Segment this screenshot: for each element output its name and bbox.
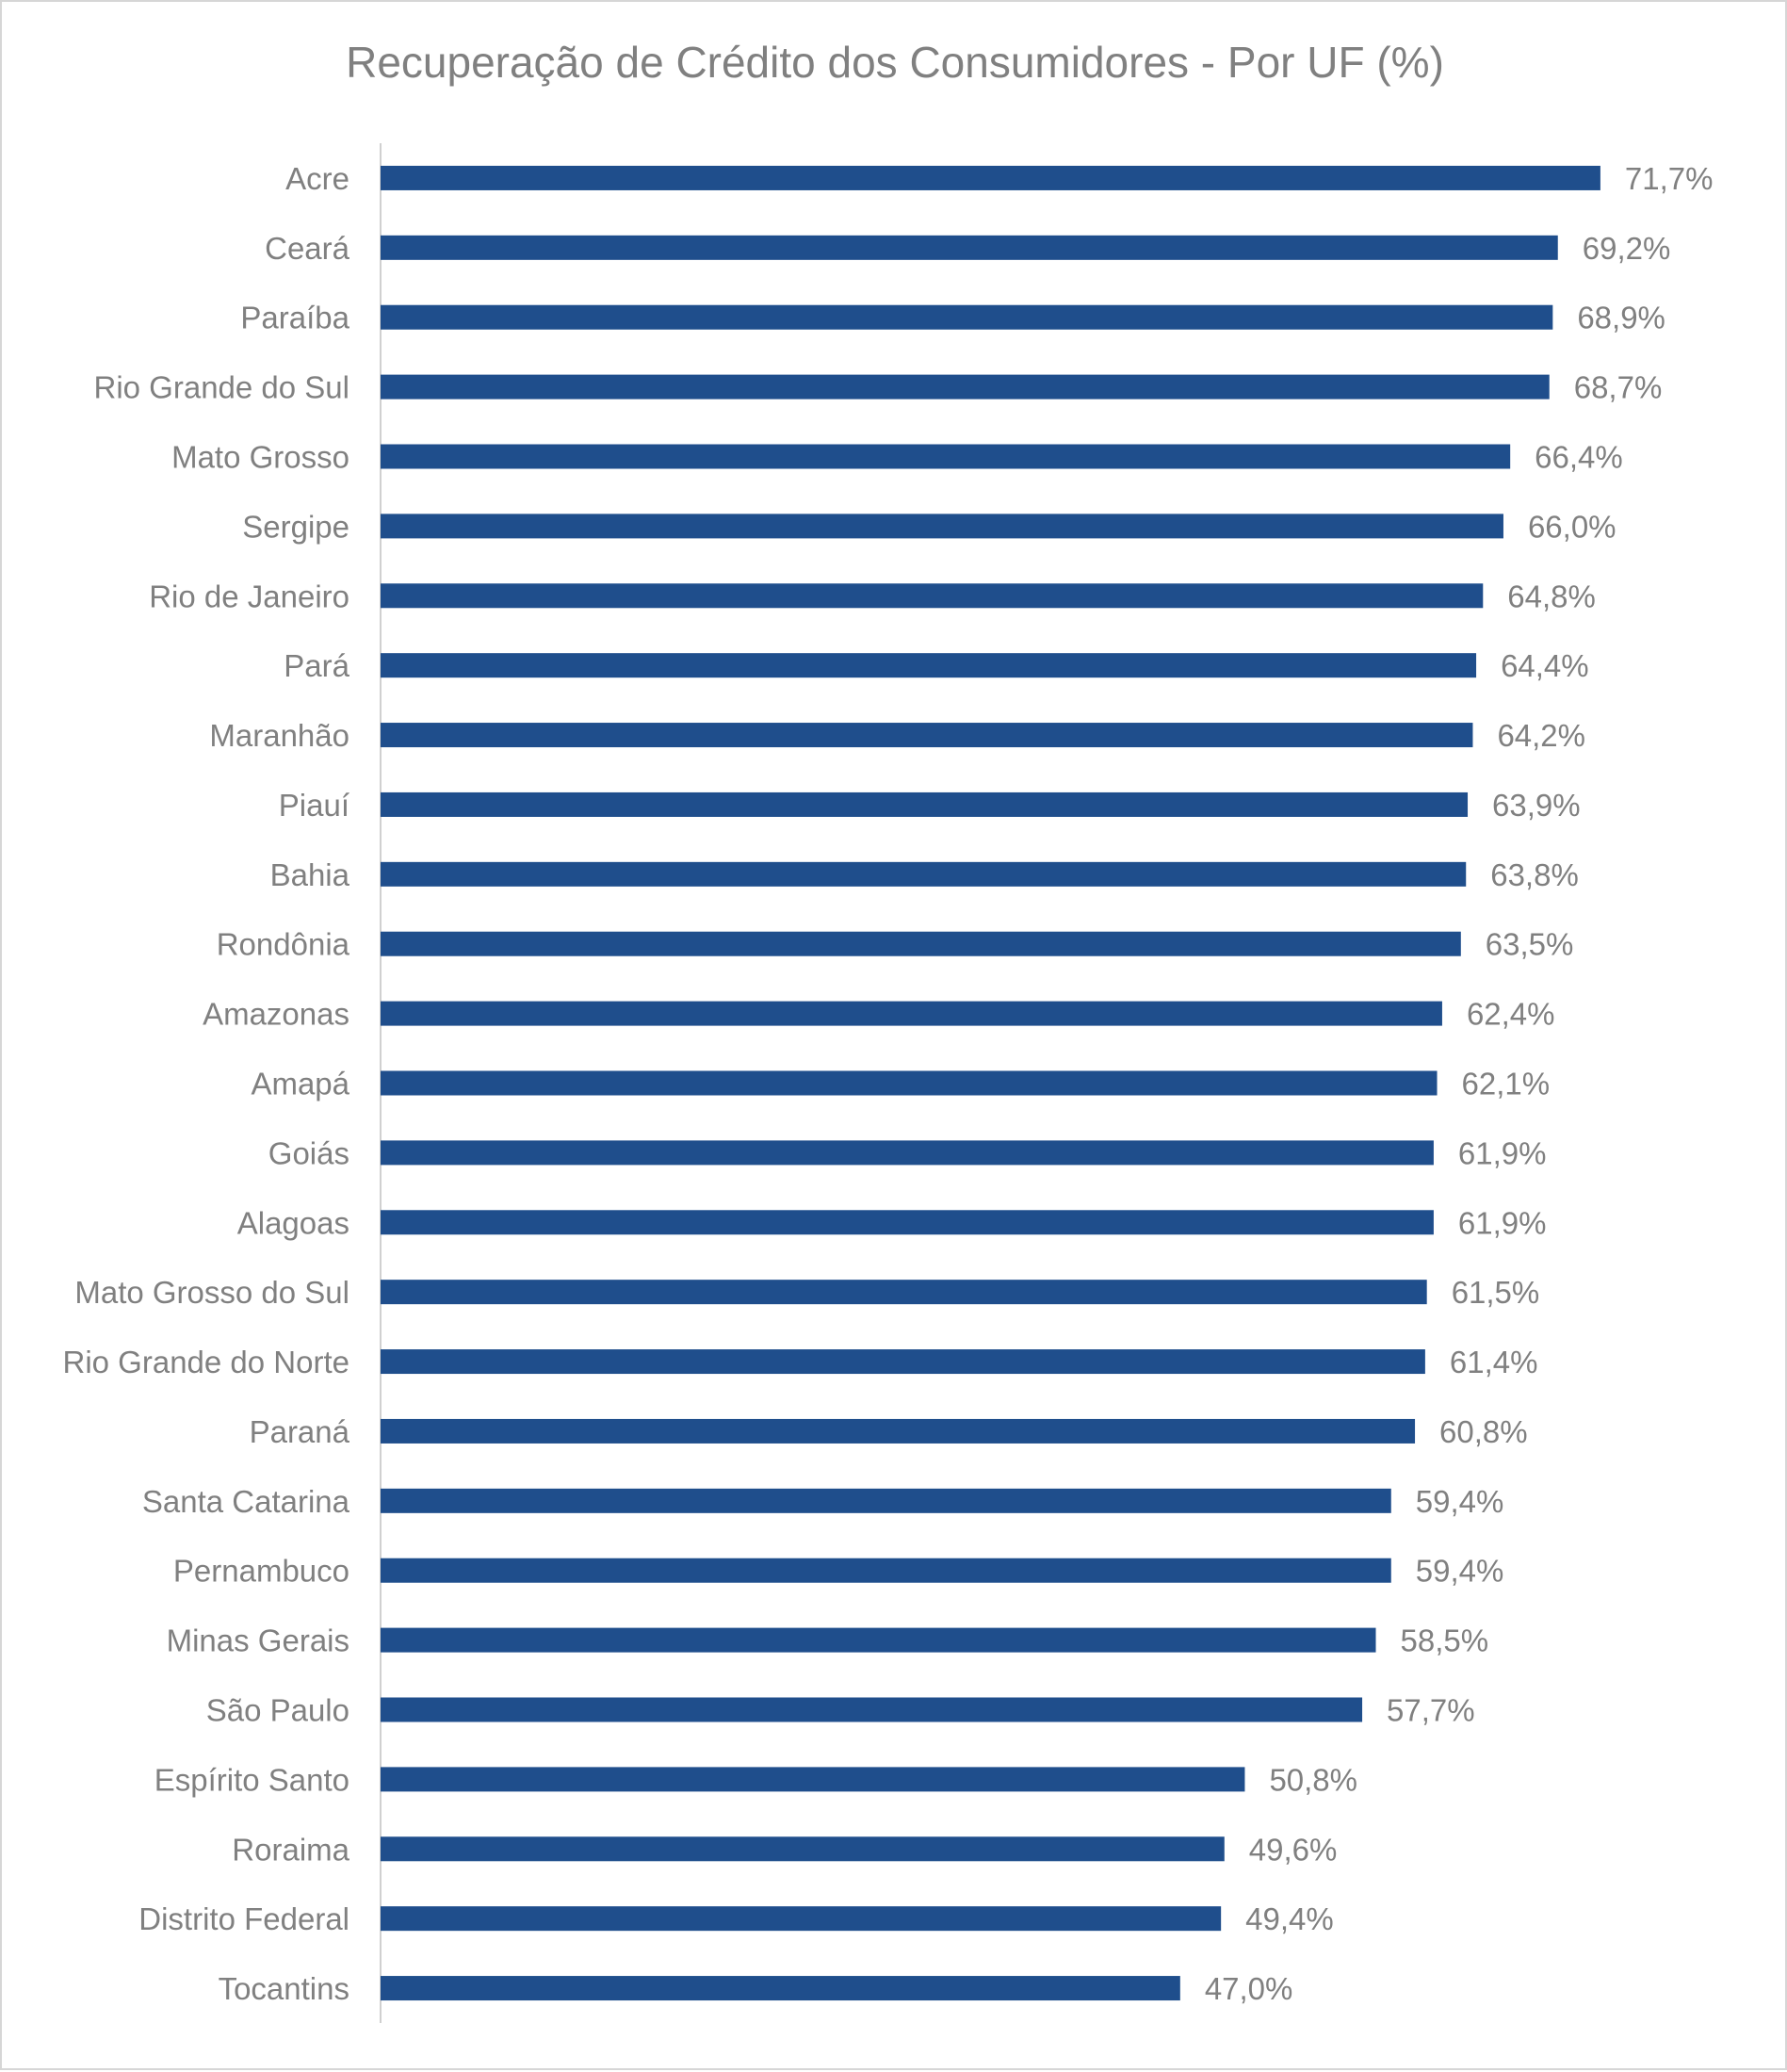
data-label: 63,9% [1492, 788, 1581, 823]
data-label: 64,4% [1501, 648, 1589, 683]
category-label: Maranhão [209, 718, 349, 753]
bars-group: Acre 71,7% Ceará 69,2% Paraíba 68,9% Rio Grand… [63, 161, 1714, 2006]
data-label: 59,4% [1416, 1484, 1504, 1519]
data-label: 62,1% [1462, 1067, 1551, 1101]
bar [381, 304, 1553, 330]
bar [381, 1349, 1425, 1375]
category-label: São Paulo [206, 1693, 349, 1728]
bar [381, 1976, 1180, 2001]
bar [381, 1001, 1442, 1026]
data-label: 64,8% [1507, 579, 1596, 613]
data-label: 68,9% [1577, 301, 1665, 335]
bar [381, 653, 1477, 678]
bar [381, 931, 1461, 956]
data-label: 61,9% [1458, 1135, 1547, 1170]
data-label: 68,7% [1574, 370, 1663, 405]
bar [381, 1906, 1222, 1932]
data-label: 61,4% [1450, 1345, 1538, 1379]
category-label: Espírito Santo [154, 1762, 349, 1797]
category-label: Pernambuco [173, 1554, 349, 1589]
bar [381, 1418, 1416, 1444]
category-label: Sergipe [242, 509, 349, 544]
data-label: 50,8% [1269, 1762, 1357, 1797]
category-label: Acre [285, 161, 349, 196]
bar [381, 1140, 1434, 1166]
category-label: Ceará [265, 231, 350, 266]
bar [381, 1627, 1376, 1653]
data-label: 61,9% [1458, 1205, 1547, 1240]
bar [381, 583, 1484, 609]
bar [381, 1558, 1391, 1583]
category-label: Santa Catarina [142, 1484, 350, 1519]
data-label: 62,4% [1467, 997, 1555, 1032]
category-label: Amazonas [203, 997, 349, 1032]
bar [381, 1767, 1245, 1792]
bar [381, 444, 1511, 469]
bar [381, 1488, 1391, 1513]
bar [381, 791, 1469, 817]
category-label: Tocantins [219, 1971, 349, 2006]
bar [381, 723, 1473, 748]
category-label: Rondônia [217, 927, 350, 962]
bar [381, 165, 1600, 190]
bar [381, 1697, 1363, 1722]
data-label: 66,0% [1528, 509, 1616, 544]
chart-title: Recuperação de Crédito dos Consumidores … [346, 38, 1444, 87]
data-label: 69,2% [1583, 231, 1671, 266]
data-label: 71,7% [1625, 161, 1714, 196]
bar [381, 374, 1550, 400]
category-label: Roraima [232, 1832, 349, 1867]
category-label: Rio Grande do Sul [94, 370, 350, 405]
category-label: Distrito Federal [138, 1901, 349, 1936]
data-label: 63,5% [1486, 927, 1574, 962]
data-label: 58,5% [1401, 1623, 1489, 1658]
bar [381, 235, 1558, 260]
category-label: Piauí [279, 788, 349, 823]
data-label: 59,4% [1416, 1554, 1504, 1589]
data-label: 57,7% [1387, 1693, 1475, 1728]
data-label: 63,8% [1490, 857, 1579, 892]
bar [381, 1070, 1438, 1096]
bar [381, 1836, 1225, 1862]
data-label: 47,0% [1205, 1971, 1293, 2006]
data-label: 60,8% [1439, 1414, 1528, 1449]
category-label: Paraná [250, 1414, 350, 1449]
category-label: Rio de Janeiro [149, 579, 349, 613]
category-label: Amapá [251, 1067, 349, 1101]
bar [381, 514, 1503, 539]
category-label: Mato Grosso do Sul [74, 1275, 349, 1310]
data-label: 49,6% [1249, 1832, 1338, 1867]
bar [381, 861, 1467, 887]
category-label: Bahia [270, 857, 350, 892]
category-label: Paraíba [240, 301, 349, 335]
data-label: 49,4% [1245, 1901, 1334, 1936]
category-label: Minas Gerais [167, 1623, 349, 1658]
category-label: Goiás [268, 1135, 349, 1170]
data-label: 64,2% [1497, 718, 1585, 753]
data-label: 66,4% [1535, 440, 1623, 475]
data-label: 61,5% [1452, 1275, 1540, 1310]
category-label: Pará [284, 648, 349, 683]
bar [381, 1210, 1434, 1235]
category-label: Alagoas [237, 1205, 349, 1240]
bar [381, 1280, 1427, 1305]
category-label: Mato Grosso [171, 440, 349, 475]
category-label: Rio Grande do Norte [63, 1345, 350, 1379]
